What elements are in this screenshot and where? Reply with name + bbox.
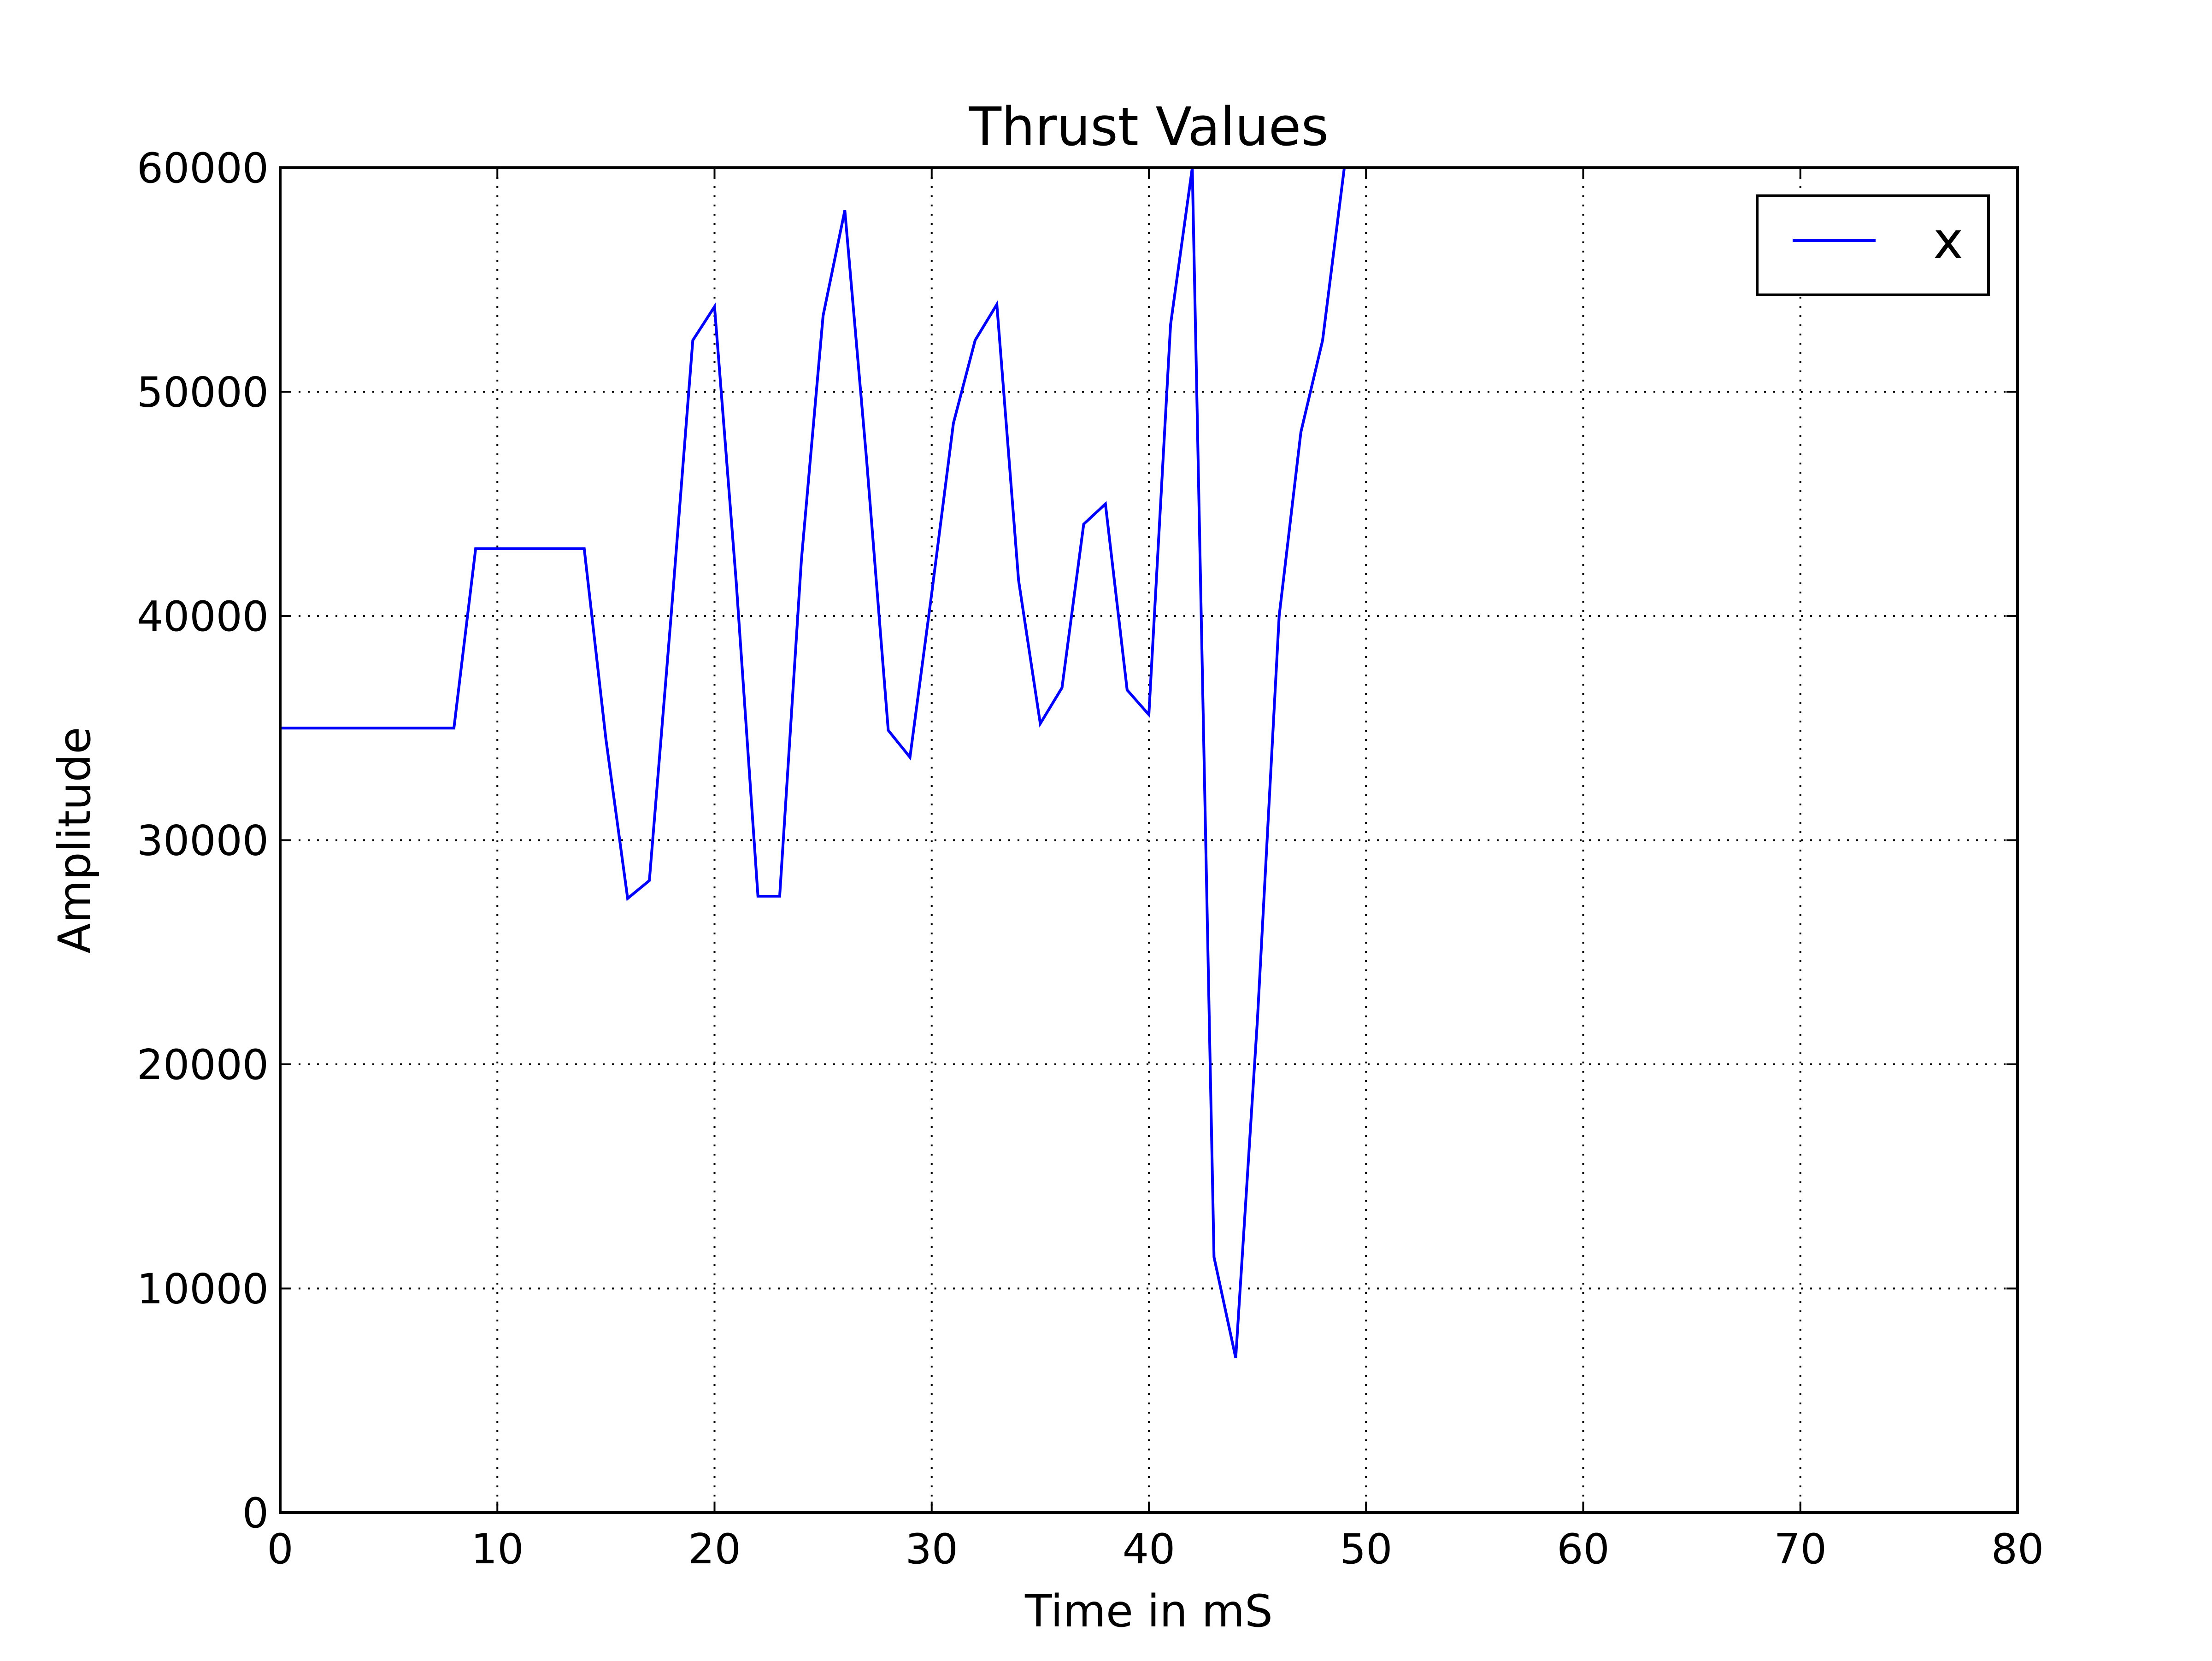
legend-box xyxy=(1756,194,1990,296)
x-axis-title: Time in mS xyxy=(1024,1585,1273,1637)
x-tick-label: 20 xyxy=(688,1525,741,1573)
legend-label-x: x xyxy=(1933,211,1963,270)
x-tick-label: 30 xyxy=(905,1525,958,1573)
series-layer xyxy=(280,168,1346,1358)
x-tick-label: 70 xyxy=(1774,1525,1827,1573)
y-tick-label: 20000 xyxy=(137,1041,269,1089)
legend: x xyxy=(1756,194,1990,296)
x-tick-label: 40 xyxy=(1123,1525,1176,1573)
y-tick-label: 50000 xyxy=(137,369,269,417)
grid xyxy=(280,168,2018,1513)
y-tick-label: 30000 xyxy=(137,817,269,865)
x-tick-label: 10 xyxy=(471,1525,524,1573)
x-tick-label: 60 xyxy=(1557,1525,1610,1573)
y-axis-title: Amplitude xyxy=(49,727,100,954)
y-tick-label: 10000 xyxy=(137,1265,269,1314)
x-tick-label: 50 xyxy=(1340,1525,1393,1573)
series-line-x xyxy=(280,168,1346,1358)
x-tick-label: 80 xyxy=(1991,1525,2044,1573)
chart-title: Thrust Values xyxy=(969,96,1329,158)
y-tick-label: 0 xyxy=(242,1489,269,1538)
y-tick-label: 40000 xyxy=(137,593,269,641)
axis-ticks: 0 10 20 30 40 50 60 70 80 0 10000 20000 30000 40000 50… xyxy=(137,144,2044,1573)
x-tick-label: 0 xyxy=(267,1525,293,1573)
y-tick-label: 60000 xyxy=(137,144,269,193)
